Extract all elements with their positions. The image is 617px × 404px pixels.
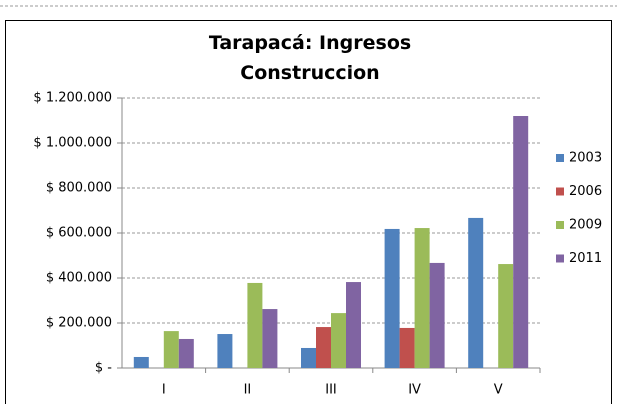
bar xyxy=(513,116,529,368)
bar xyxy=(262,309,278,368)
bar xyxy=(384,228,400,368)
legend-swatch xyxy=(556,154,564,162)
x-tick-label: II xyxy=(244,383,252,398)
legend-label: 2009 xyxy=(569,218,602,233)
bar xyxy=(217,334,233,368)
y-tick-label: $ 800.000 xyxy=(46,181,112,196)
bar xyxy=(468,217,484,368)
legend-label: 2003 xyxy=(569,151,602,166)
bar xyxy=(316,327,331,368)
bar xyxy=(498,264,514,368)
bar xyxy=(346,282,361,368)
y-tick-label: $ 400.000 xyxy=(46,271,112,286)
y-tick-label: $ 200.000 xyxy=(46,316,112,331)
y-tick-label: $ 600.000 xyxy=(46,226,112,241)
chart-title: Tarapacá: Ingresos Construccion xyxy=(208,32,412,84)
x-tick-label: I xyxy=(162,383,166,398)
bar xyxy=(178,338,194,368)
bar xyxy=(414,228,430,368)
bar xyxy=(331,313,346,368)
bar xyxy=(429,262,445,368)
bar xyxy=(163,331,179,368)
legend-label: 2006 xyxy=(569,184,602,199)
legend-swatch xyxy=(556,254,564,263)
x-tick-label: IV xyxy=(408,383,421,398)
legend-label: 2011 xyxy=(569,251,602,266)
x-tick-label: V xyxy=(494,383,503,398)
legend-swatch xyxy=(556,221,564,229)
x-tick-label: III xyxy=(325,383,337,398)
y-tick-label: $ 1.200.000 xyxy=(33,91,112,106)
bar xyxy=(301,347,316,368)
bar xyxy=(247,282,263,368)
bar xyxy=(399,327,415,368)
y-tick-label: $ 1.000.000 xyxy=(33,136,112,151)
y-tick-label: $ - xyxy=(95,361,112,376)
legend-swatch xyxy=(556,187,564,196)
bar xyxy=(133,356,149,368)
